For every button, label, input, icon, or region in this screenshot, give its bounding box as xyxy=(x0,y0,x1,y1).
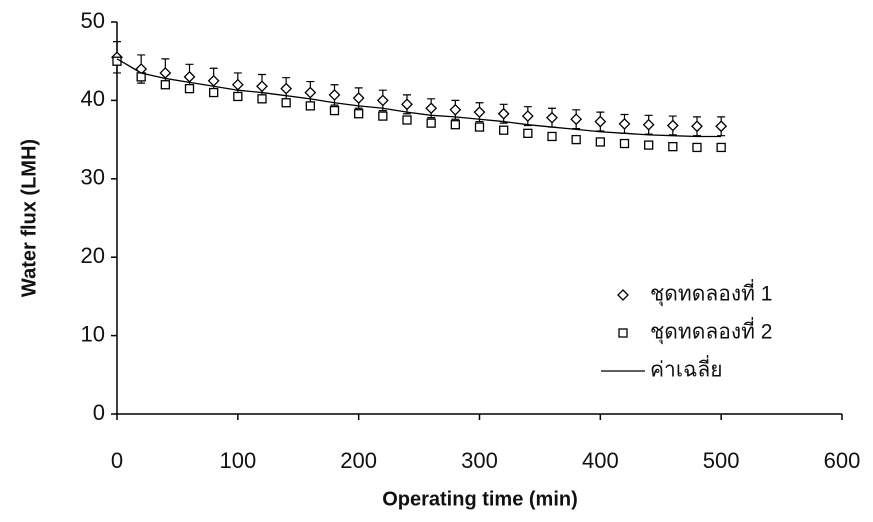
data-point xyxy=(378,111,388,121)
data-point xyxy=(256,80,268,93)
data-point xyxy=(352,92,365,104)
x-tick-label: 100 xyxy=(219,448,256,473)
data-point xyxy=(328,88,341,101)
x-tick-label: 400 xyxy=(582,448,619,473)
x-tick-label: 200 xyxy=(340,448,377,473)
data-point xyxy=(547,131,557,142)
data-point xyxy=(376,94,389,107)
data-point xyxy=(618,118,631,130)
data-point xyxy=(425,102,438,115)
data-point xyxy=(449,103,462,116)
data-point xyxy=(159,67,172,79)
data-point xyxy=(280,82,293,95)
data-point xyxy=(523,128,533,138)
data-point xyxy=(499,125,509,135)
data-point xyxy=(354,109,364,119)
data-point xyxy=(426,118,436,128)
legend-label: ชุดทดลองที่ 1 xyxy=(650,279,772,307)
mean-line xyxy=(116,58,722,138)
data-point xyxy=(521,110,534,122)
data-point xyxy=(304,86,317,99)
legend-label: ชุดทดลองที่ 2 xyxy=(650,317,772,345)
data-point xyxy=(231,78,244,91)
data-point xyxy=(546,111,558,124)
data-point xyxy=(666,119,679,132)
data-point xyxy=(402,115,412,125)
data-point xyxy=(594,115,607,128)
data-point xyxy=(160,80,170,90)
data-point xyxy=(450,120,460,130)
data-point xyxy=(570,113,583,126)
data-point xyxy=(642,118,655,131)
data-point xyxy=(619,138,630,149)
data-point xyxy=(571,134,581,145)
y-tick-label: 0 xyxy=(93,400,105,425)
x-tick-label: 0 xyxy=(111,448,123,473)
legend-marker xyxy=(618,328,628,338)
y-tick-label: 30 xyxy=(81,165,105,190)
data-point xyxy=(329,105,340,116)
data-point xyxy=(474,122,485,132)
y-axis-title: Water flux (LMH) xyxy=(18,139,40,297)
y-tick-label: 50 xyxy=(81,8,105,33)
data-point xyxy=(401,98,413,111)
y-tick-label: 10 xyxy=(81,321,105,346)
data-point xyxy=(716,142,726,153)
legend-label: ค่าเฉลี่ย xyxy=(650,355,723,382)
x-axis-title: Operating time (min) xyxy=(382,488,578,510)
data-point xyxy=(692,142,702,153)
legend-marker xyxy=(617,289,629,301)
x-tick-label: 300 xyxy=(461,448,498,473)
data-point xyxy=(473,106,486,119)
data-point xyxy=(209,87,219,98)
y-tick-label: 40 xyxy=(81,86,105,111)
data-point xyxy=(281,98,291,108)
data-point xyxy=(644,140,654,150)
x-tick-label: 500 xyxy=(703,448,740,473)
data-point xyxy=(497,107,510,120)
data-point xyxy=(668,142,678,152)
data-point xyxy=(691,120,703,133)
data-point xyxy=(257,94,267,104)
data-point xyxy=(207,74,220,87)
data-point xyxy=(184,83,195,94)
x-tick-label: 600 xyxy=(824,448,861,473)
data-point xyxy=(595,137,605,147)
y-tick-label: 20 xyxy=(81,243,105,268)
data-point xyxy=(183,70,196,83)
data-point xyxy=(305,101,315,111)
data-point xyxy=(233,91,243,102)
data-point xyxy=(715,120,728,133)
